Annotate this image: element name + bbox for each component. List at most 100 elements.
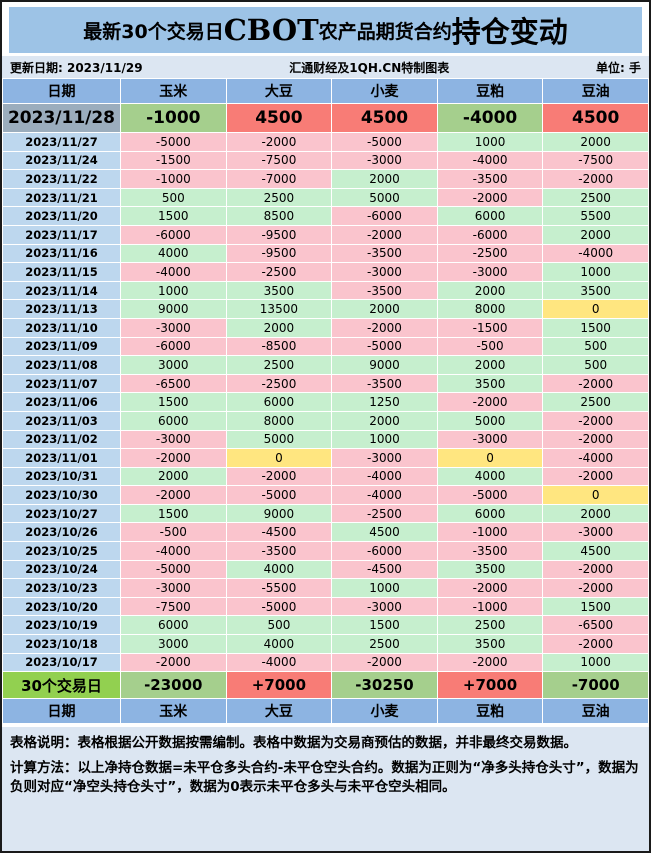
value-cell: 1500 xyxy=(120,206,227,226)
value-cell: 1000 xyxy=(331,429,438,450)
value-cell: 4500 xyxy=(331,522,438,543)
column-header-3: 小麦 xyxy=(331,78,438,104)
update-date-label: 更新日期: 2023/11/29 xyxy=(10,60,143,75)
value-cell: -6000 xyxy=(331,541,438,561)
date-cell: 2023/11/01 xyxy=(2,448,121,468)
date-cell: 2023/11/07 xyxy=(2,373,121,394)
value-cell: -5000 xyxy=(120,559,227,580)
value-cell: 4500 xyxy=(542,541,649,561)
value-cell: 2000 xyxy=(331,169,438,189)
value-cell: -2500 xyxy=(436,243,544,264)
value-cell: 2500 xyxy=(542,187,649,208)
value-cell: 500 xyxy=(542,336,649,357)
value-cell: 2000 xyxy=(542,132,649,152)
value-cell: -2500 xyxy=(331,503,438,524)
value-cell: -4000 xyxy=(542,448,649,468)
summary-value-cell: +7000 xyxy=(436,671,544,700)
date-cell: 2023/10/23 xyxy=(2,578,121,598)
table-body: 2023/11/28 -1000 4500 4500 -4000 4500 2023/11/… xyxy=(2,103,649,700)
note-method-text: 以上净持仓数据=未平仓多头合约-未平仓空头合约。数据为正则为“净多头持仓头寸”，… xyxy=(10,759,639,796)
value-cell: -3000 xyxy=(436,429,544,450)
value-cell: -5500 xyxy=(225,578,333,598)
table-row: 2023/11/09 -6000 -8500 -5000 -500 500 xyxy=(2,336,649,357)
value-cell: 13500 xyxy=(225,299,333,319)
value-cell: -5000 xyxy=(225,596,333,617)
date-cell: 2023/10/18 xyxy=(2,634,121,654)
table-row: 2023/10/31 2000 -2000 -4000 4000 -2000 xyxy=(2,466,649,487)
column-header-1: 玉米 xyxy=(120,698,227,725)
value-cell: -3000 xyxy=(331,596,438,617)
column-header-2: 大豆 xyxy=(225,698,333,725)
date-cell: 2023/11/09 xyxy=(2,336,121,357)
value-cell: -6000 xyxy=(331,206,438,226)
value-cell: -1500 xyxy=(436,317,544,338)
value-cell: -500 xyxy=(436,336,544,357)
value-cell: 6000 xyxy=(436,503,544,524)
value-cell: -4000 xyxy=(542,243,649,264)
value-cell: -2000 xyxy=(331,224,438,245)
value-cell: -5000 xyxy=(225,485,333,505)
value-cell: 3000 xyxy=(120,634,227,654)
value-cell: 0 xyxy=(225,448,333,468)
note-method: 计算方法：以上净持仓数据=未平仓多头合约-未平仓空头合约。数据为正则为“净多头持… xyxy=(10,759,641,798)
summary-value-cell: -30250 xyxy=(331,671,438,700)
table-row: 2023/11/27 -5000 -2000 -5000 1000 2000 xyxy=(2,132,649,152)
table-row: 2023/10/27 1500 9000 -2500 6000 2000 xyxy=(2,503,649,524)
column-header-3: 小麦 xyxy=(331,698,438,725)
note-description-text: 表格根据公开数据按需编制。表格中数据为交易商预估的数据，并非最终交易数据。 xyxy=(77,735,578,752)
value-cell: -7000 xyxy=(225,169,333,189)
date-cell: 2023/10/31 xyxy=(2,466,121,487)
table-row: 2023/10/26 -500 -4500 4500 -1000 -3000 xyxy=(2,522,649,543)
value-cell: -2000 xyxy=(120,485,227,505)
value-cell: -2000 xyxy=(542,578,649,598)
title-suffix: 持仓变动 xyxy=(451,15,568,49)
date-cell: 2023/11/15 xyxy=(2,262,121,282)
date-cell: 2023/10/20 xyxy=(2,596,121,617)
date-cell: 2023/11/10 xyxy=(2,317,121,338)
value-cell: -3000 xyxy=(436,262,544,282)
value-cell: 5500 xyxy=(542,206,649,226)
value-cell: 8000 xyxy=(225,410,333,431)
value-cell: -3500 xyxy=(436,541,544,561)
value-cell: 2000 xyxy=(225,317,333,338)
table-row: 2023/11/16 4000 -9500 -3500 -2500 -4000 xyxy=(2,243,649,264)
value-cell: -2500 xyxy=(225,262,333,282)
value-cell: 500 xyxy=(225,615,333,636)
value-cell: -6000 xyxy=(120,224,227,245)
value-cell: -1500 xyxy=(120,150,227,171)
summary-value-cell: -23000 xyxy=(120,671,227,700)
column-header-1: 玉米 xyxy=(120,78,227,104)
column-header-5: 豆油 xyxy=(542,78,649,104)
value-cell: -4000 xyxy=(120,541,227,561)
value-cell: -3000 xyxy=(331,150,438,171)
table-row: 2023/10/23 -3000 -5500 1000 -2000 -2000 xyxy=(2,578,649,598)
value-cell: -2000 xyxy=(120,652,227,673)
value-cell: 3500 xyxy=(436,559,544,580)
value-cell: -3000 xyxy=(120,578,227,598)
latest-day-row: 2023/11/28 -1000 4500 4500 -4000 4500 xyxy=(2,103,649,133)
value-cell: -5000 xyxy=(436,485,544,505)
value-cell: -7500 xyxy=(225,150,333,171)
table-row: 2023/10/30 -2000 -5000 -4000 -5000 0 xyxy=(2,485,649,505)
table-row: 2023/10/17 -2000 -4000 -2000 -2000 1000 xyxy=(2,652,649,673)
date-cell: 2023/11/17 xyxy=(2,224,121,245)
date-cell: 2023/11/03 xyxy=(2,410,121,431)
value-cell: -2000 xyxy=(120,448,227,468)
value-cell: 2500 xyxy=(436,615,544,636)
date-cell: 2023/11/21 xyxy=(2,187,121,208)
table-row: 2023/11/15 -4000 -2500 -3000 -3000 1000 xyxy=(2,262,649,282)
value-cell: 2000 xyxy=(331,410,438,431)
value-cell: 8500 xyxy=(225,206,333,226)
value-cell: 500 xyxy=(120,187,227,208)
title-prefix: 最新30个交易日 xyxy=(83,20,224,43)
value-cell: -4000 xyxy=(225,652,333,673)
table-row: 2023/11/06 1500 6000 1250 -2000 2500 xyxy=(2,392,649,412)
value-cell: 9000 xyxy=(331,355,438,375)
value-cell: 1500 xyxy=(120,392,227,412)
value-cell: -500 xyxy=(120,522,227,543)
summary-label-cell: 30个交易日 xyxy=(2,671,121,700)
date-cell: 2023/11/13 xyxy=(2,299,121,319)
date-cell: 2023/11/27 xyxy=(2,132,121,152)
value-cell: 1250 xyxy=(331,392,438,412)
column-header-4: 豆粕 xyxy=(436,78,544,104)
